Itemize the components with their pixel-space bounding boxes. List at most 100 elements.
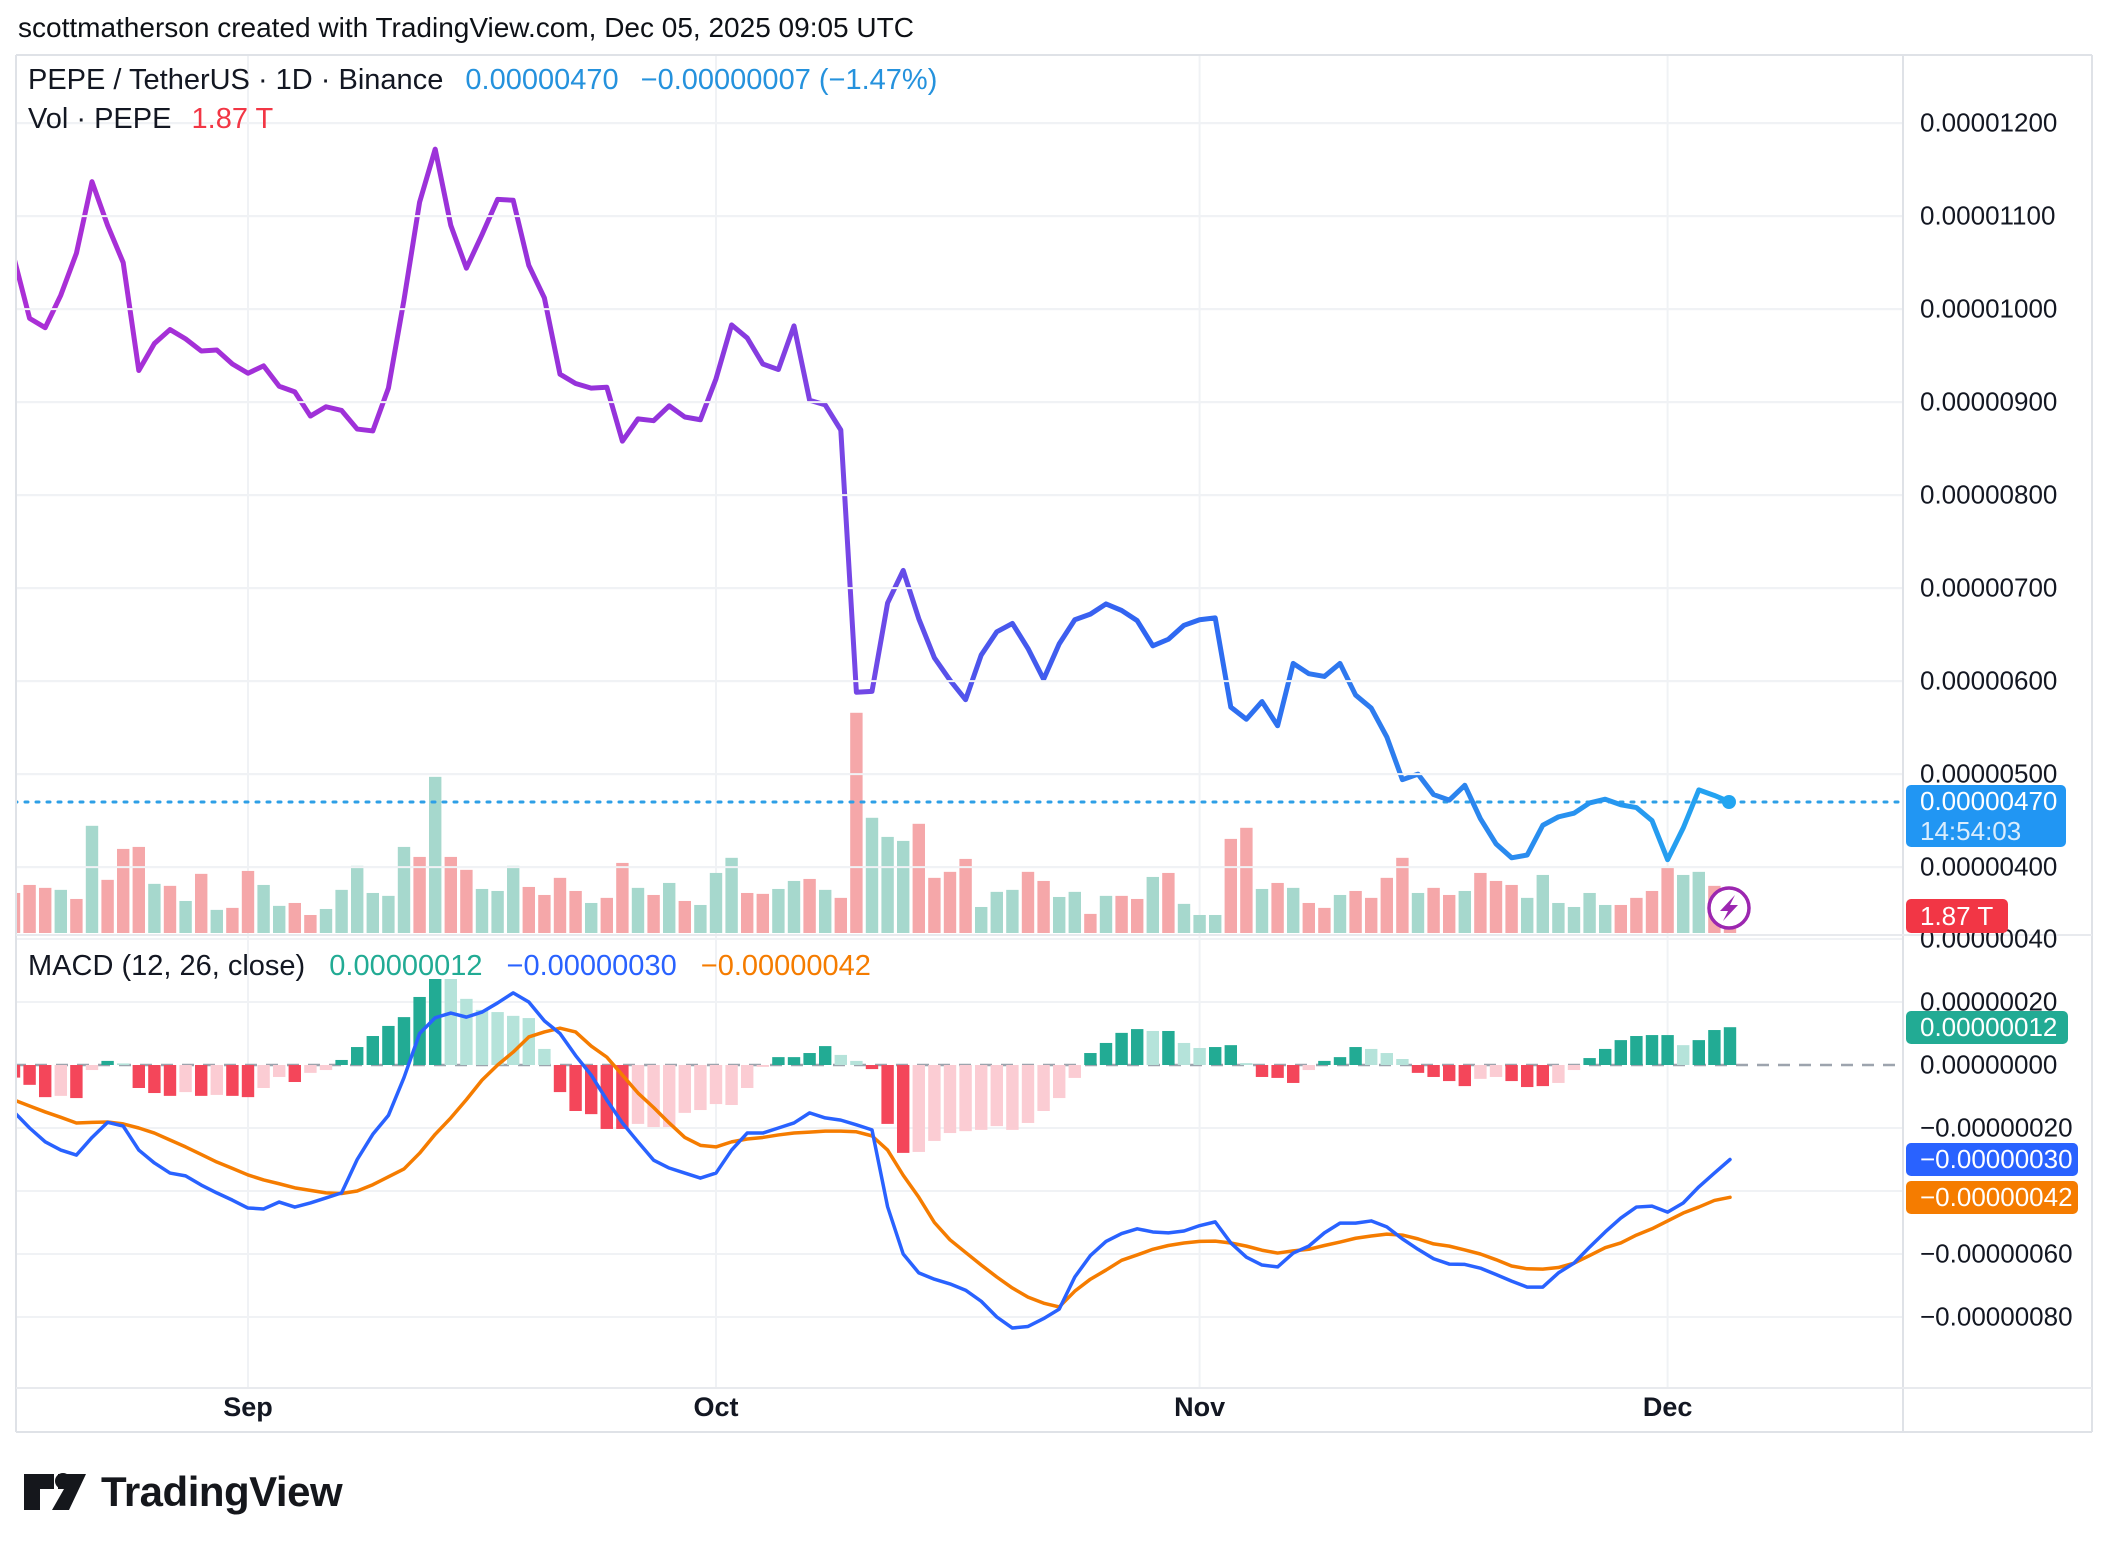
macd-histogram-bar bbox=[1177, 1042, 1191, 1065]
volume-bar bbox=[1458, 890, 1471, 933]
bar-countdown: 14:54:03 bbox=[1920, 816, 2022, 846]
volume-bar bbox=[616, 862, 629, 933]
macd-label[interactable]: MACD (12, 26, close) bbox=[28, 950, 306, 982]
macd-histogram-bar bbox=[1037, 1065, 1050, 1111]
macd-axis-tick: 0.00000000 bbox=[1920, 1049, 2058, 1080]
macd-histogram-bar bbox=[257, 1065, 270, 1088]
macd-histogram-bar bbox=[1318, 1060, 1331, 1065]
macd-histogram-bar bbox=[241, 1065, 255, 1098]
volume-bar bbox=[756, 893, 769, 933]
volume-bar bbox=[1318, 907, 1331, 933]
volume-bar bbox=[881, 836, 894, 933]
macd-histogram-bar bbox=[1505, 1065, 1518, 1082]
volume-bar bbox=[1536, 874, 1549, 933]
macd-histogram-bar bbox=[1630, 1036, 1643, 1065]
macd-histogram-bar bbox=[1349, 1047, 1362, 1065]
volume-bar bbox=[257, 884, 270, 933]
macd-histogram-bar bbox=[366, 1036, 379, 1065]
volume-bar bbox=[1240, 827, 1253, 933]
attribution-text: scottmatherson created with TradingView.… bbox=[18, 12, 914, 43]
volume-label[interactable]: Vol · PEPE bbox=[28, 103, 172, 135]
macd-histogram-bar bbox=[1474, 1065, 1487, 1079]
volume-bar bbox=[117, 848, 130, 933]
time-axis-month-label[interactable]: Nov bbox=[1174, 1392, 1226, 1422]
macd-histogram-bar bbox=[1006, 1065, 1019, 1130]
macd-histogram-bar bbox=[117, 1063, 130, 1065]
macd-histogram-bar bbox=[210, 1065, 223, 1095]
volume-bar bbox=[1162, 872, 1175, 933]
symbol-title[interactable]: PEPE / TetherUS · 1D · Binance bbox=[28, 64, 444, 96]
time-axis-month-label[interactable]: Dec bbox=[1642, 1392, 1693, 1422]
macd-histogram-bar bbox=[1536, 1065, 1549, 1087]
macd-histogram-bar bbox=[1287, 1065, 1300, 1083]
volume-bar bbox=[1521, 897, 1534, 933]
macd-histogram-bar bbox=[897, 1065, 910, 1153]
macd-histogram-bar bbox=[429, 979, 442, 1065]
volume-bar bbox=[1427, 887, 1440, 933]
macd-histogram-bar bbox=[70, 1065, 83, 1099]
volume-bar bbox=[1365, 897, 1378, 933]
volume-bar bbox=[319, 908, 333, 933]
price-axis-tick: 0.00000800 bbox=[1920, 479, 2058, 510]
macd-legend: MACD (12, 26, close) 0.00000012 −0.00000… bbox=[28, 950, 871, 983]
macd-histogram-bar bbox=[772, 1057, 785, 1065]
macd-histogram-bar bbox=[881, 1065, 894, 1124]
volume-bar bbox=[179, 900, 192, 933]
volume-bar bbox=[553, 877, 567, 933]
volume-bar bbox=[1287, 887, 1300, 933]
last-price-badge-value: 0.00000470 bbox=[1920, 786, 2058, 816]
flash-action-icon[interactable] bbox=[1707, 886, 1751, 930]
macd-histogram-bar bbox=[912, 1065, 925, 1152]
volume-bar bbox=[85, 825, 99, 933]
macd-histogram-bar bbox=[1193, 1047, 1206, 1065]
volume-bar bbox=[273, 905, 286, 933]
tradingview-watermark: TradingView bbox=[23, 1468, 343, 1516]
volume-bar bbox=[694, 904, 707, 933]
macd-histogram-bar bbox=[444, 979, 457, 1065]
macd-histogram-bar bbox=[132, 1065, 145, 1088]
volume-bar bbox=[54, 889, 67, 933]
volume-bar bbox=[397, 846, 411, 933]
macd-axis-tick: −0.00000060 bbox=[1920, 1238, 2073, 1269]
macd-line-badge: −0.00000030 bbox=[1906, 1143, 2078, 1176]
volume-legend: Vol · PEPE 1.87 T bbox=[28, 103, 273, 136]
time-axis-month-label[interactable]: Sep bbox=[223, 1392, 273, 1422]
macd-histogram-bar bbox=[335, 1059, 348, 1065]
price-axis-tick: 0.00000500 bbox=[1920, 758, 2058, 789]
macd-histogram-bar bbox=[1240, 1063, 1253, 1065]
macd-histogram-bar bbox=[39, 1065, 52, 1098]
volume-bar bbox=[865, 817, 879, 933]
volume-bar bbox=[803, 878, 816, 933]
volume-value: 1.87 T bbox=[191, 103, 274, 135]
macd-histogram-bar bbox=[1271, 1065, 1284, 1078]
volume-bar bbox=[23, 884, 36, 933]
volume-bar bbox=[210, 909, 223, 933]
macd-histogram-bar bbox=[1302, 1065, 1315, 1071]
last-price-badge: 0.00000470 14:54:03 bbox=[1906, 785, 2066, 847]
price-line bbox=[16, 146, 1733, 863]
volume-bar bbox=[647, 894, 660, 933]
volume-bar bbox=[304, 914, 317, 933]
volume-bar bbox=[522, 886, 535, 933]
volume-badge-value: 1.87 T bbox=[1920, 900, 1994, 931]
volume-bar bbox=[959, 858, 972, 933]
macd-histogram-bar bbox=[1411, 1065, 1425, 1073]
volume-bar bbox=[1614, 904, 1627, 933]
macd-histogram-bar bbox=[1380, 1053, 1393, 1065]
volume-bar bbox=[912, 823, 925, 933]
volume-bar bbox=[1396, 857, 1409, 933]
volume-bar bbox=[741, 892, 754, 933]
macd-histogram-bar bbox=[553, 1065, 567, 1093]
volume-bar bbox=[897, 840, 910, 933]
macd-histogram-bar bbox=[850, 1060, 863, 1065]
symbol-legend: PEPE / TetherUS · 1D · Binance 0.0000047… bbox=[28, 64, 937, 97]
macd-histogram-bar bbox=[694, 1065, 707, 1111]
volume-bar bbox=[1411, 892, 1425, 933]
time-axis-month-label[interactable]: Oct bbox=[693, 1392, 739, 1422]
volume-bars bbox=[16, 712, 1737, 933]
macd-histogram-bar bbox=[538, 1048, 551, 1065]
macd-histogram-bar bbox=[709, 1065, 723, 1105]
volume-bar bbox=[569, 890, 582, 933]
macd-histogram-bar bbox=[1661, 1035, 1674, 1065]
